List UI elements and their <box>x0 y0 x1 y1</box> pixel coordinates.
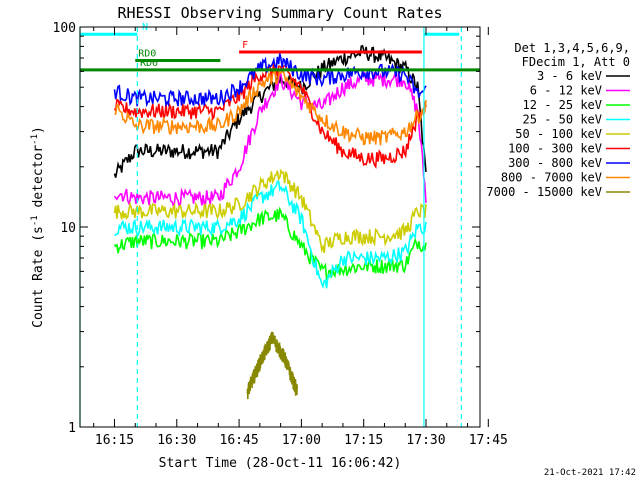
x-tick-label-16:45: 16:45 <box>220 433 259 448</box>
x-tick-label-16:30: 16:30 <box>157 433 196 448</box>
legend-label-50-100-kev: 50 - 100 keV <box>515 127 602 141</box>
x-tick-label-17:15: 17:15 <box>344 433 383 448</box>
x-tick-label-17:30: 17:30 <box>406 433 445 448</box>
legend-label-12-25-kev: 12 - 25 keV <box>523 98 602 112</box>
legend-label-6-12-kev: 6 - 12 keV <box>530 84 602 98</box>
y-axis-label: Count Rate (s-1 detector-1) <box>30 126 46 328</box>
y-tick-label-10: 10 <box>60 221 76 236</box>
footer-date: 21-Oct-2021 17:42 <box>544 468 636 478</box>
chart-title: RHESSI Observing Summary Count Rates <box>117 4 442 22</box>
legend-label-25-50-kev: 25 - 50 keV <box>523 113 602 127</box>
y-axis-label-sup2: -1 <box>30 134 40 145</box>
series-layer <box>113 44 427 400</box>
flag-label-n: N <box>142 22 148 33</box>
series-line-3-6-kev <box>113 44 427 178</box>
flag-label-f: F <box>242 40 248 51</box>
flag-label-rd6: RD6 <box>140 58 158 69</box>
legend-header-line-2: FDecim 1, Att 0 <box>522 55 630 69</box>
y-tick-label-1: 1 <box>68 421 76 436</box>
legend-label-300-800-kev: 300 - 800 keV <box>508 156 602 170</box>
y-axis: 1 10 100 <box>53 21 480 436</box>
series-line-12-25-kev <box>113 206 427 280</box>
y-axis-label-mid: detector <box>31 145 46 216</box>
series-line-7000-15000-kev <box>246 331 298 400</box>
legend-label-7000-15000-kev: 7000 - 15000 keV <box>486 185 602 199</box>
y-axis-label-sup1: -1 <box>30 215 40 226</box>
x-tick-label-16:15: 16:15 <box>95 433 134 448</box>
x-axis-label: Start Time (28-Oct-11 16:06:42) <box>159 456 402 471</box>
x-tick-label-17:00: 17:00 <box>282 433 321 448</box>
legend-label-3-6-kev: 3 - 6 keV <box>537 69 602 83</box>
legend-header-line-1: Det 1,3,4,5,6,9, <box>514 41 630 55</box>
series-line-50-100-kev <box>113 168 427 254</box>
series-line-25-50-kev <box>114 180 427 289</box>
y-tick-label-100: 100 <box>53 21 76 36</box>
x-tick-label-17:45: 17:45 <box>469 433 508 448</box>
y-axis-label-end: ) <box>31 126 46 134</box>
legend-label-800-7000-kev: 800 - 7000 keV <box>501 171 602 185</box>
flag-label-rd0: RD0 <box>138 48 156 59</box>
legend-label-100-300-kev: 100 - 300 keV <box>508 142 602 156</box>
y-axis-label-main: Count Rate (s <box>31 226 46 328</box>
legend: Det 1,3,4,5,6,9, FDecim 1, Att 0 3 - 6 k… <box>486 41 630 199</box>
series-line-300-800-kev <box>113 53 427 108</box>
x-axis: 16:15 16:30 16:45 17:00 17:15 17:30 17:45 <box>93 27 508 448</box>
series-line-800-7000-kev <box>114 67 427 146</box>
